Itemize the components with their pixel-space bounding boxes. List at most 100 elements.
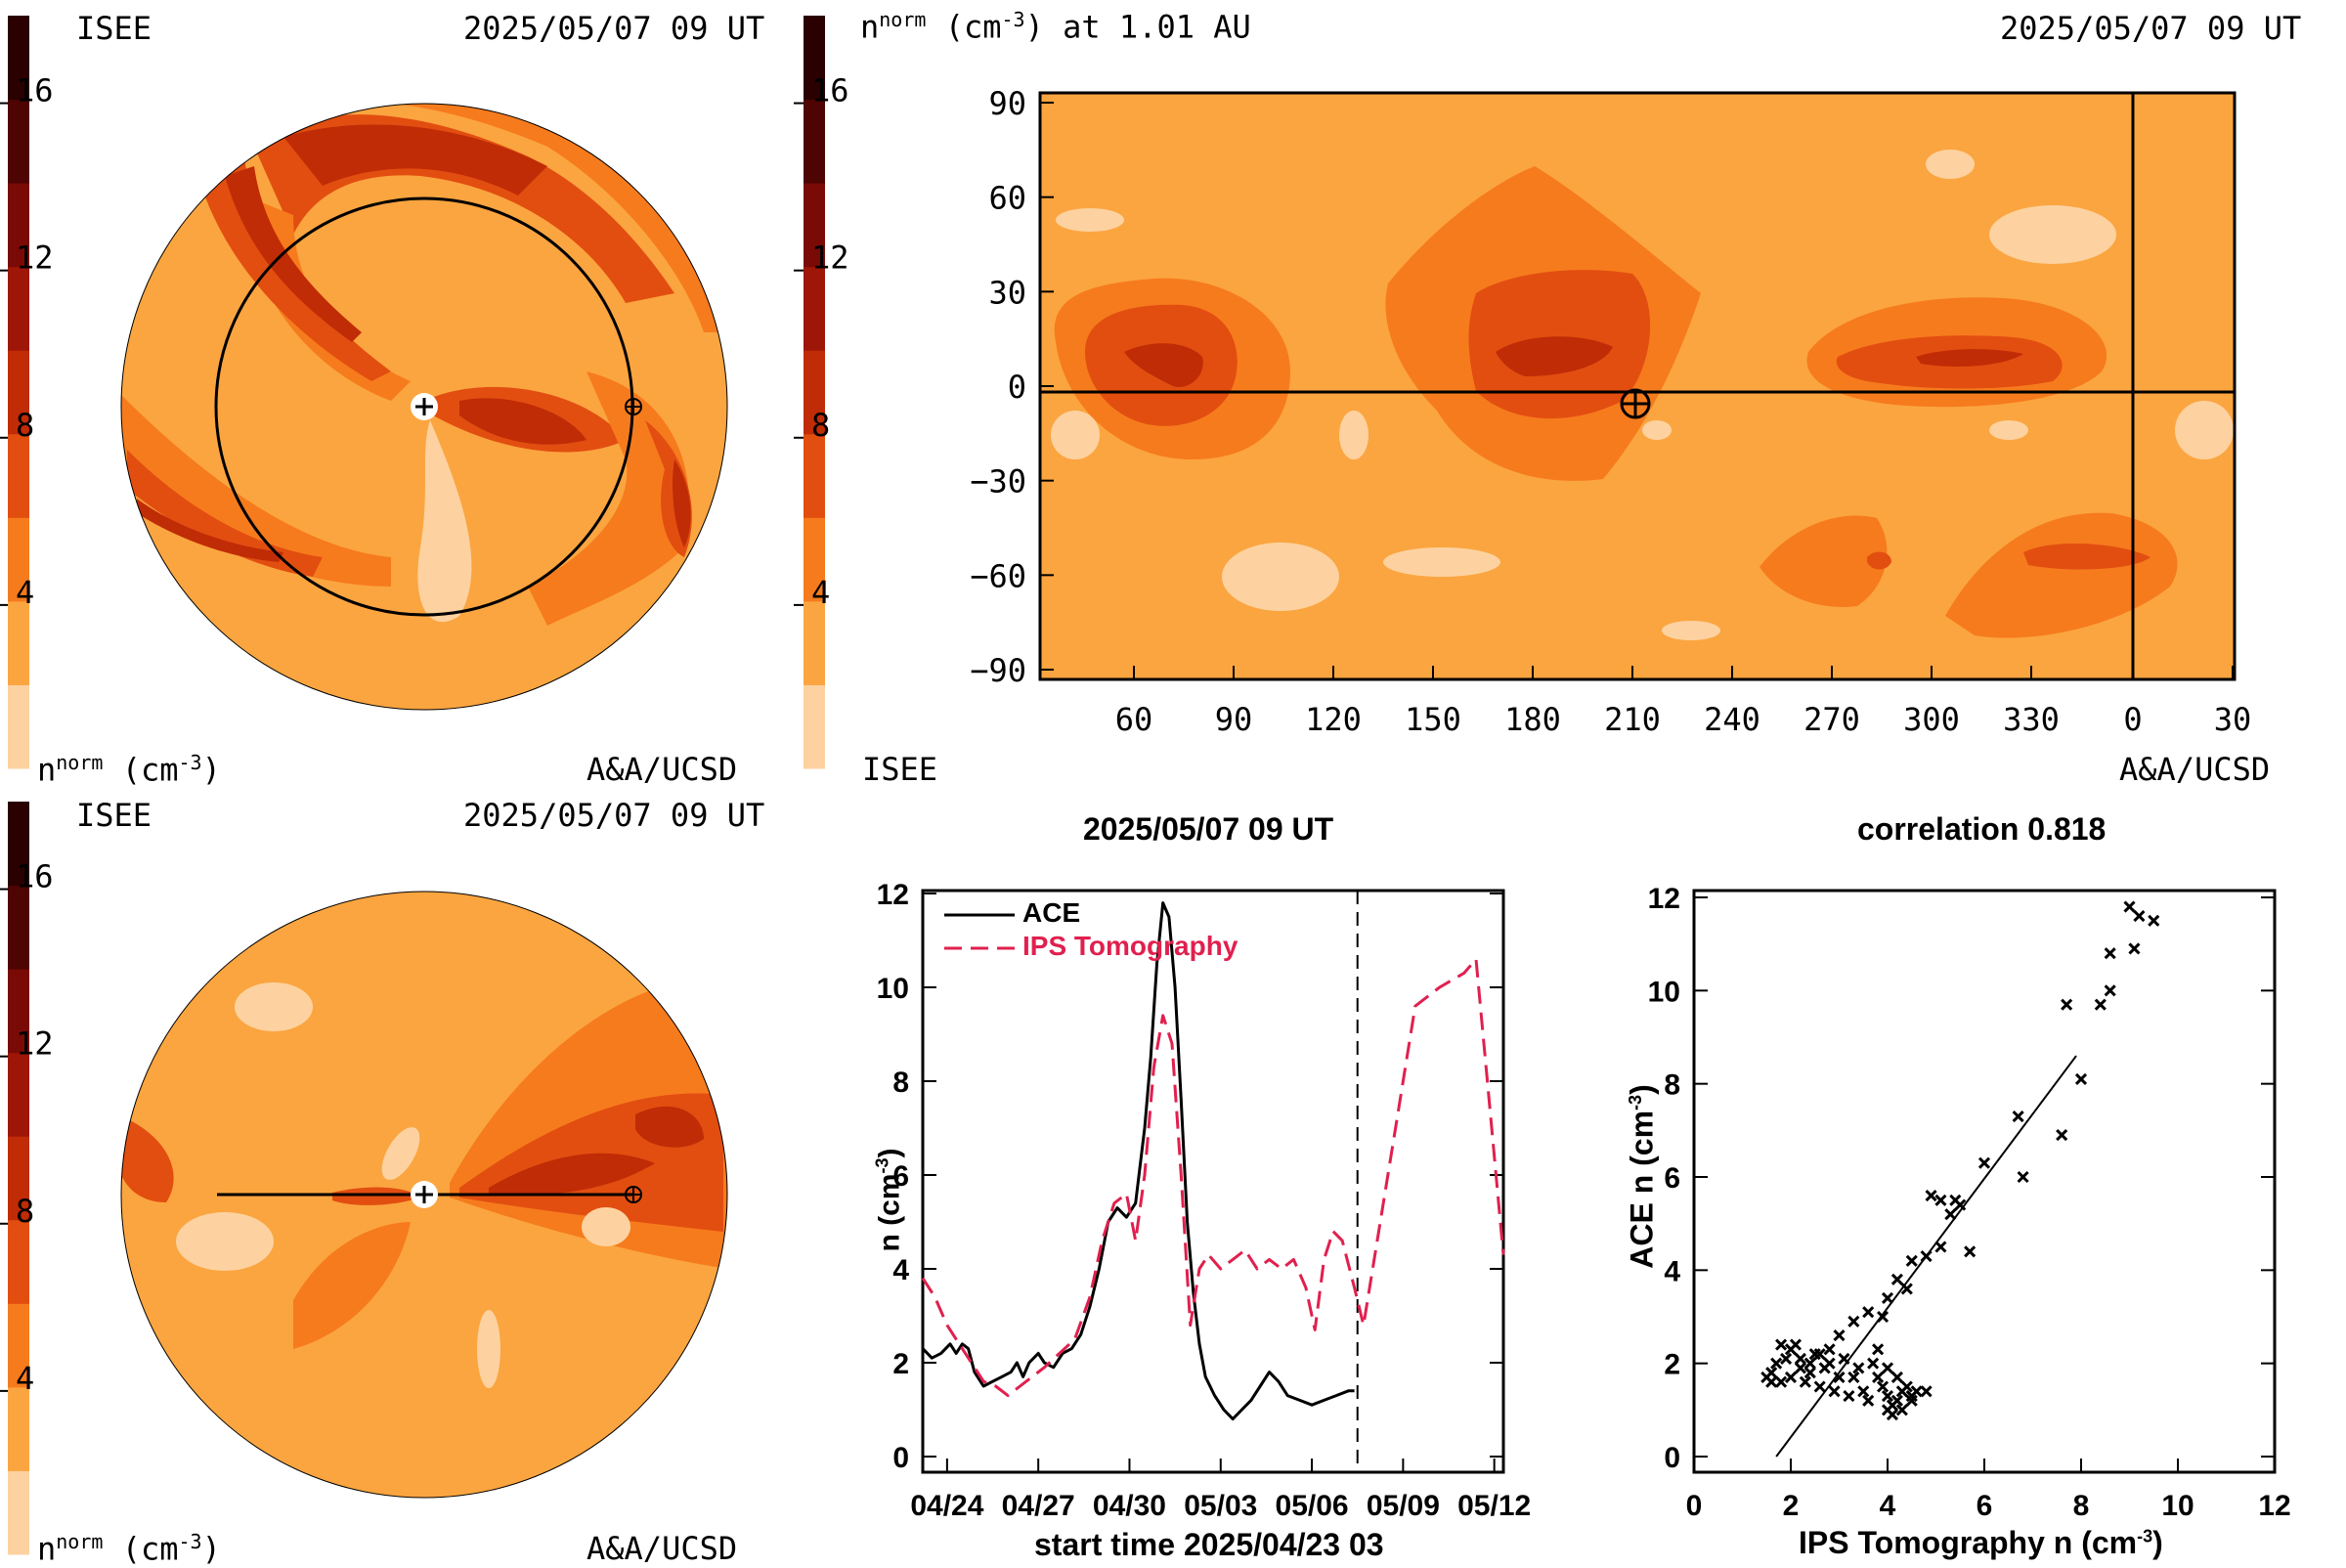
scatter-point: [1794, 1362, 1806, 1374]
scatter-point: [1876, 1380, 1890, 1393]
scatter-point: [1847, 1315, 1860, 1328]
colorbar-tick-label: 16: [16, 72, 54, 109]
colorbar-segment: [8, 16, 29, 101]
scatter-point: [1799, 1375, 1811, 1388]
scatter-point: [1944, 1208, 1957, 1221]
map-x-tick-label: 120: [1305, 701, 1362, 738]
scatter-point: [2017, 1170, 2029, 1184]
scatter-point: [1833, 1329, 1846, 1342]
map-x-tick-label: 90: [1215, 701, 1253, 738]
colorbar-segment: [8, 969, 29, 1054]
timeseries-y-tick-label: 6: [892, 1160, 909, 1193]
timeseries-legend: [944, 913, 1015, 950]
scatter-point-stroke: [1910, 1385, 1923, 1398]
timeseries-y-tick-label: 2: [892, 1348, 909, 1380]
colorbar-tick-label: 12: [811, 240, 849, 277]
scatter-point-stroke: [1890, 1394, 1903, 1407]
polar-view-meridional: [120, 891, 728, 1499]
scatter-point-stroke: [1770, 1357, 1783, 1370]
scatter-point: [1934, 1194, 1947, 1206]
scatter-point: [1881, 1389, 1894, 1403]
scatter-point: [1770, 1357, 1783, 1370]
scatter-point-stroke: [1920, 1385, 1933, 1398]
scatter-y-tick-label: 0: [1664, 1442, 1680, 1474]
timeseries-x-tick-label: 05/06: [1276, 1490, 1349, 1522]
colorbar-tick-label: 8: [16, 1193, 34, 1230]
scatter-point-stroke: [1881, 1404, 1894, 1416]
scatter-axes: 0 2 4 6 8 10 12 0 2 4 6 8 10 12: [1648, 883, 2291, 1522]
scatter-point-stroke: [1920, 1249, 1933, 1263]
colorbar-tick-label: 4: [16, 1360, 34, 1397]
scatter-point-stroke: [1852, 1362, 1865, 1374]
scatter-point: [1765, 1375, 1778, 1388]
colorbar-segment: [8, 600, 29, 685]
colorbar-segment: [8, 350, 29, 435]
timeseries-marks: [921, 891, 1505, 1472]
map-y-tick-label: −60: [970, 557, 1026, 594]
scatter-point: [1905, 1394, 1918, 1407]
scatter-point-stroke: [1872, 1371, 1885, 1384]
map-x-tick-label: 210: [1604, 701, 1661, 738]
map-y-tick-label: 30: [988, 274, 1026, 311]
scatter-point-stroke: [1779, 1352, 1793, 1365]
scatter-point: [1900, 1380, 1913, 1393]
scatter-point: [1881, 1291, 1894, 1304]
map-y-tick-label: −30: [970, 463, 1026, 501]
scatter-point: [1920, 1249, 1933, 1263]
scatter-point-stroke: [2133, 910, 2146, 923]
colorbar-segment: [8, 266, 29, 351]
scatter-point: [1949, 1194, 1962, 1206]
scatter-point: [1794, 1352, 1806, 1365]
scatter-point: [2094, 998, 2107, 1011]
scatter-y-tick-label: 10: [1648, 976, 1680, 1008]
scatter-point-stroke: [2012, 1110, 2024, 1123]
scatter-point-stroke: [1838, 1352, 1850, 1365]
scatter-point-stroke: [1949, 1194, 1962, 1206]
scatter-point-stroke: [1847, 1315, 1860, 1328]
timeseries-y-tick-label: 0: [892, 1442, 909, 1474]
colorbar-segment: [804, 433, 825, 518]
scatter-point-stroke: [2017, 1170, 2029, 1184]
colorbar-segment: [8, 684, 29, 769]
scatter-point: [2056, 1129, 2068, 1142]
colorbar-segment: [8, 1219, 29, 1304]
series-ips-tomography: [921, 957, 1505, 1398]
scatter-point: [2104, 984, 2116, 997]
map-x-tick-label: 240: [1704, 701, 1760, 738]
map-axis-ticks: 60 90 120 150 180 210 240 270 300 330 0 309060300−3…: [970, 85, 2251, 738]
timeseries-y-tick-label: 10: [877, 973, 909, 1005]
colorbar-segment: [804, 16, 825, 101]
colorbar-tick-label: 4: [811, 574, 830, 611]
colorbar-segment: [8, 1136, 29, 1221]
scatter-point-stroke: [1857, 1385, 1870, 1398]
timeseries-y-tick-label: 4: [892, 1254, 909, 1286]
map-y-tick-label: 0: [1008, 369, 1026, 406]
scatter-point-stroke: [1823, 1357, 1836, 1370]
colorbar-segment: [804, 99, 825, 184]
scatter-point-stroke: [1862, 1306, 1875, 1319]
scatter-point-stroke: [1808, 1348, 1821, 1361]
scatter-point: [2148, 914, 2160, 927]
scatter-point-stroke: [1794, 1362, 1806, 1374]
map-y-tick-label: −90: [970, 652, 1026, 689]
scatter-point: [1890, 1371, 1903, 1384]
scatter-point-stroke: [1934, 1241, 1947, 1253]
colorbar-segment: [8, 1470, 29, 1555]
map-y-tick-label: 90: [988, 85, 1026, 122]
scatter-point: [1890, 1273, 1903, 1285]
scatter-point-stroke: [1881, 1362, 1894, 1374]
scatter-point: [2061, 998, 2073, 1011]
scatter-point-stroke: [1934, 1194, 1947, 1206]
scatter-point-stroke: [1872, 1343, 1885, 1356]
scatter-x-tick-label: 10: [2161, 1490, 2194, 1522]
scatter-point-stroke: [1867, 1357, 1880, 1370]
colorbar-tick-label: 16: [16, 858, 54, 895]
scatter-point-stroke: [2074, 1072, 2088, 1085]
scatter-point-stroke: [1890, 1273, 1903, 1285]
colorbar-segment: [8, 183, 29, 268]
timeseries-axes: 0 2 4 6 8 10 12 04/24 04/27 04/30 05/03 05/06 05/09 0…: [877, 879, 1532, 1522]
scatter-point-stroke: [1799, 1375, 1811, 1388]
scatter-point-stroke: [2056, 1129, 2068, 1142]
colorbar-top-left: 4 8 12 16: [0, 16, 54, 769]
scatter-point-stroke: [1833, 1329, 1846, 1342]
